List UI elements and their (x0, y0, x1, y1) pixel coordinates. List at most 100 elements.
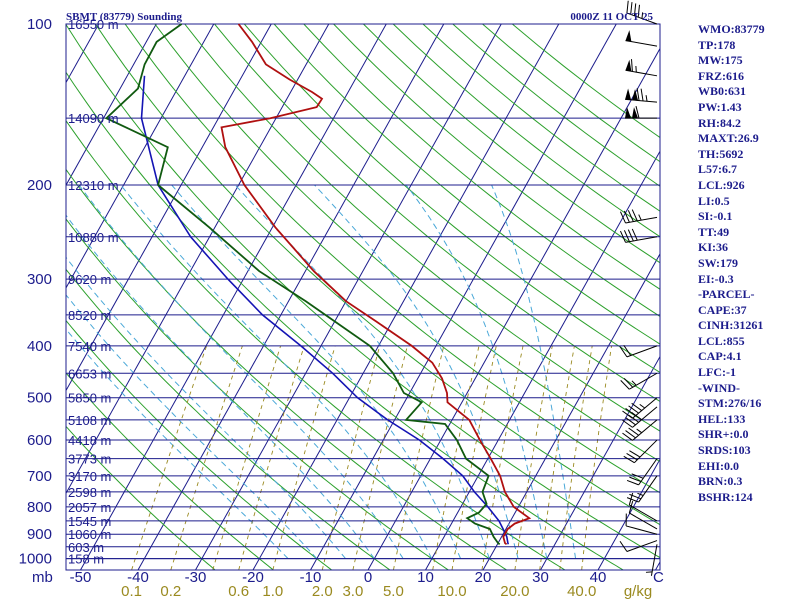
wind-barb-shaft (629, 504, 658, 522)
dry-adiabat-line (124, 24, 660, 494)
wind-barb-flag (635, 106, 640, 119)
wind-barb-half-flag (638, 214, 642, 221)
temperature-tick-label: -30 (185, 569, 207, 586)
stat-item: -WIND- (698, 380, 740, 395)
height-label: 158 m (68, 552, 104, 567)
temperature-tick-label: -40 (127, 569, 149, 586)
stat-item: WB0:631 (698, 84, 746, 99)
stat-item: TP:178 (698, 37, 736, 52)
sounding-indices-panel: WMO:83779 TP:178 MW:175 FRZ:616 WB0:631 PW:1.… (698, 22, 798, 505)
stat-item: PW:1.43 (698, 99, 742, 114)
moist-adiabat-line (66, 256, 346, 560)
mixing-ratio-line (432, 345, 480, 570)
stat-item: CAPE:37 (698, 302, 747, 317)
wind-barb (619, 209, 658, 224)
pressure-tick-label: 100 (27, 16, 52, 33)
stat-item: LCL:855 (698, 333, 745, 348)
wind-barb-shaft (632, 419, 658, 441)
wind-barb (625, 106, 657, 119)
dry-adiabat-line (66, 425, 216, 570)
mixing-ratio-label: 3.0 (342, 583, 363, 600)
isotherm-line (137, 24, 445, 570)
wind-barb (645, 544, 658, 576)
mixing-ratio-label: 20.0 (500, 583, 529, 600)
dry-adiabat-line (66, 268, 391, 570)
wind-barb-flag (627, 210, 634, 222)
temperature-unit-label: C (653, 569, 664, 586)
stat-item: LCL:926 (698, 177, 745, 192)
height-label: 12310 m (68, 178, 119, 193)
isotherm-line (66, 24, 157, 187)
chart-time: 0000Z 11 OCT 25 (570, 11, 653, 23)
wind-barb-pennant (625, 107, 631, 119)
stat-item: HEL:133 (698, 411, 746, 426)
stat-item: WMO:83779 (698, 22, 765, 36)
background-grid (66, 24, 660, 570)
wind-barb (622, 419, 658, 441)
moist-adiabat-line (491, 184, 577, 559)
mixing-ratio-line (451, 345, 497, 570)
stat-item: BSHR:124 (698, 489, 753, 504)
height-label: 6653 m (68, 366, 111, 381)
wind-barb-half-flag (636, 428, 642, 434)
stat-item: BRN:0.3 (698, 474, 743, 489)
stat-item: EHI:0.0 (698, 458, 740, 473)
dry-adiabat-line (66, 218, 449, 570)
stat-item: EI:-0.3 (698, 271, 734, 286)
dry-adiabat-line (333, 24, 660, 290)
height-label: 8520 m (68, 308, 111, 323)
temperature-tick-label: 10 (417, 569, 434, 586)
mixing-ratio-label: 0.1 (121, 583, 142, 600)
moist-adiabat-line (66, 294, 318, 560)
dry-adiabat-line (66, 168, 507, 570)
isotherm-line (425, 150, 660, 570)
wind-barb-shaft (626, 345, 658, 358)
mixing-ratio-label: 40.0 (567, 583, 596, 600)
wind-barb (623, 439, 658, 464)
wind-barb (625, 513, 658, 535)
wind-barb-shaft (625, 69, 658, 77)
wind-barb-flag (627, 229, 634, 242)
dewpoint-trace (104, 23, 501, 546)
wind-barb-shaft (626, 12, 658, 25)
temperature-tick-label: 20 (475, 569, 492, 586)
wind-barb-shaft (625, 40, 658, 47)
mixing-ratio-line (539, 345, 575, 570)
temperature-trace (220, 23, 532, 546)
dry-adiabat-line (273, 24, 660, 345)
stat-item: CINH:31261 (698, 318, 764, 333)
isotherm-line (80, 24, 387, 570)
pressure-tick-label: 200 (27, 177, 52, 194)
wind-barb-flag (637, 4, 640, 18)
sounding-profiles (104, 23, 532, 546)
height-label: 9620 m (68, 272, 111, 287)
wind-barb-half-flag (639, 403, 646, 409)
mixing-ratio-line (131, 345, 208, 570)
isotherm-line (66, 24, 215, 289)
wind-barb-shaft (638, 458, 658, 486)
wind-barb-flag (626, 497, 639, 503)
wind-barb-pennant (625, 88, 632, 100)
stat-item: SRDS:103 (698, 443, 751, 458)
wind-barb-flag (620, 380, 630, 390)
wind-barb-flag (640, 88, 644, 101)
wind-barb-flag (626, 453, 638, 461)
pressure-tick-label: 800 (27, 499, 52, 516)
wind-barb-flag (631, 228, 638, 241)
height-label: 2057 m (68, 500, 111, 515)
wind-barb-shaft (625, 216, 658, 224)
wind-barb-flag (636, 88, 640, 101)
wind-barb-half-flag (645, 95, 648, 102)
dry-adiabat-line (184, 24, 660, 432)
stat-item: KI:36 (698, 240, 728, 255)
pressure-tick-label: 400 (27, 338, 52, 355)
wind-barb-pennant (625, 59, 632, 72)
wind-barb-flag (629, 476, 642, 483)
wind-barb-flag (630, 2, 633, 15)
wind-barb-flag (622, 410, 633, 419)
dry-adiabat-line (243, 24, 660, 374)
wind-barb-flag (619, 346, 628, 358)
wind-barb (619, 540, 658, 552)
stat-item: MAXT:26.9 (698, 131, 759, 146)
wind-barb-flag (619, 230, 626, 243)
